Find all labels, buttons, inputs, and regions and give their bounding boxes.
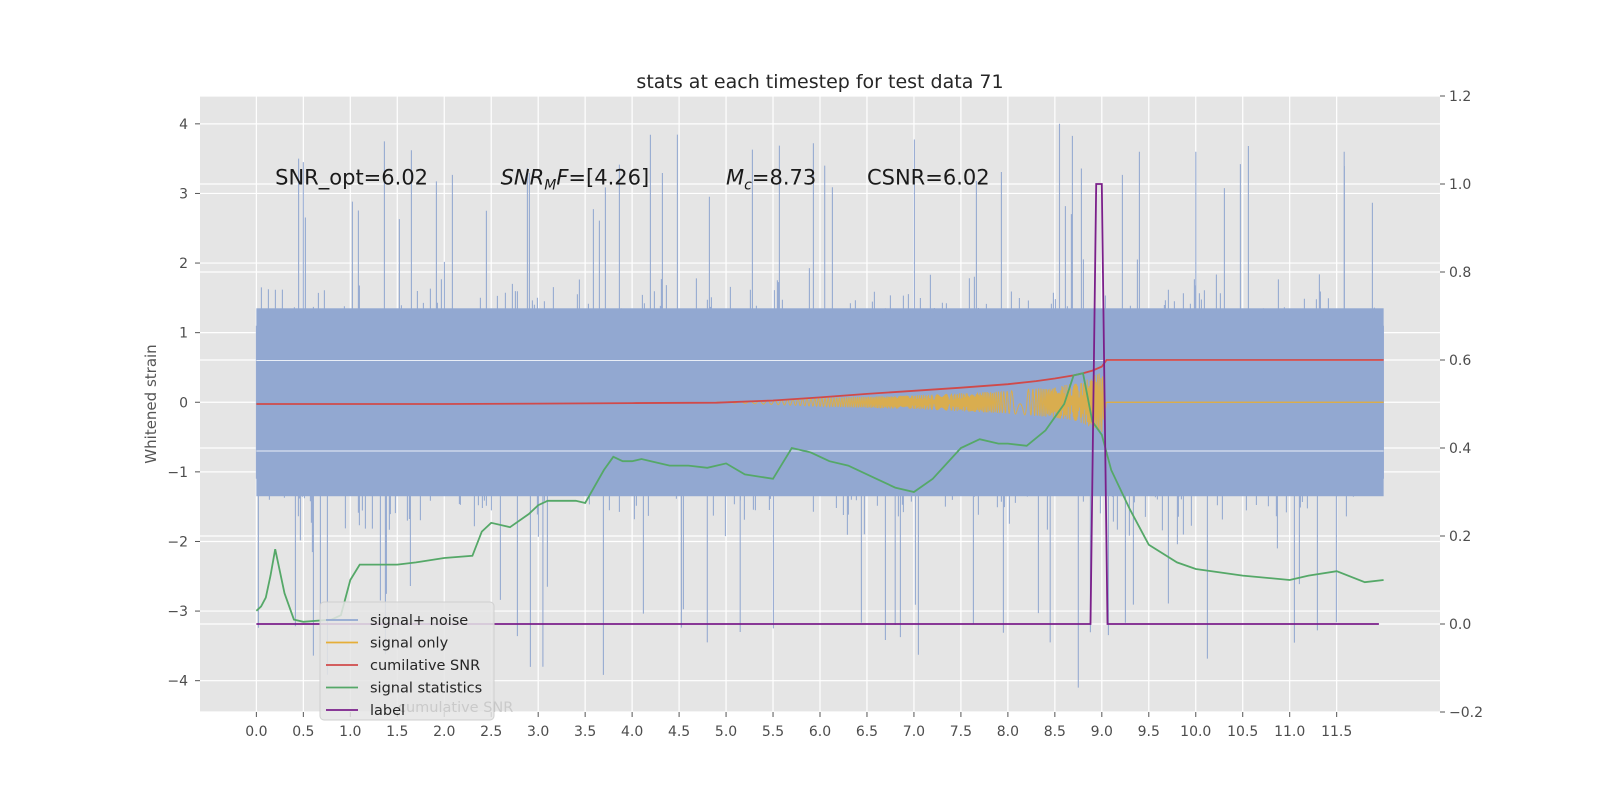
y-tick-label: 2 [179, 256, 188, 272]
x-tick-label: 3.5 [574, 724, 596, 740]
x-tick-label: 7.5 [950, 724, 972, 740]
x-tick-label: 0.0 [245, 724, 267, 740]
x-tick-label: 1.5 [386, 724, 408, 740]
legend-entry: cumilative SNR [370, 658, 480, 674]
series-lines [255, 183, 1384, 625]
y-tick-label: 4 [179, 117, 188, 133]
y2-tick-label: 0.6 [1449, 353, 1471, 369]
y2-tick-label: −0.2 [1449, 705, 1483, 721]
x-tick-label: 9.5 [1138, 724, 1160, 740]
y-tick-label: 1 [179, 326, 188, 342]
annotation-0: SNR_opt=6.02 [275, 165, 428, 190]
legend-entry: signal only [370, 636, 449, 652]
series-cumilative-snr-line [256, 359, 1384, 405]
y-tick-label: −2 [167, 534, 188, 550]
y2-tick-label: 1.0 [1449, 177, 1471, 193]
annotation-2: Mc=8.73 [726, 165, 816, 193]
chart-title: stats at each timestep for test data 71 [636, 71, 1003, 93]
x-tick-label: 9.0 [1091, 724, 1113, 740]
x-tick-label: 4.5 [668, 724, 690, 740]
y-tick-label: −4 [167, 674, 188, 690]
annotation-3: CSNR=6.02 [867, 165, 990, 189]
y2-tick-label: 0.8 [1449, 265, 1471, 281]
y-tick-label: 0 [179, 395, 188, 411]
legend: cumulative SNR signal+ noise signal only cu… [319, 601, 513, 721]
x-tick-label: 8.0 [997, 724, 1019, 740]
series-signal-statistics-line [255, 372, 1384, 623]
legend-box [319, 601, 495, 721]
legend-entry: label [370, 703, 405, 719]
x-tick-label: 8.5 [1044, 724, 1066, 740]
x-tick-label: 10.5 [1227, 724, 1258, 740]
series-label-line [256, 183, 1379, 625]
annotations: SNR_opt=6.02 SNRMF=[4.26] Mc=8.73 CSNR=6.02 [275, 165, 989, 193]
legend-entry: signal+ noise [370, 613, 468, 629]
x-tick-label: 0.5 [292, 724, 314, 740]
y-tick-label: −3 [167, 604, 188, 620]
y-axis-label: Whitened strain [142, 344, 160, 463]
x-tick-label: 5.5 [762, 724, 784, 740]
y2-tick-label: 1.2 [1449, 89, 1471, 105]
x-tick-label: 4.0 [621, 724, 643, 740]
y-tick-label: −1 [167, 465, 188, 481]
x-tick-label: 6.5 [856, 724, 878, 740]
legend-entry: signal statistics [370, 681, 482, 697]
x-tick-label: 2.0 [433, 724, 455, 740]
x-tick-label: 6.0 [809, 724, 831, 740]
legend-hidden-text: cumulative SNR [398, 700, 513, 716]
y-tick-label: 3 [179, 186, 188, 202]
annotation-1: SNRMF=[4.26] [501, 165, 650, 193]
axes: 0.0 0.5 1.0 1.5 2.0 2.5 3.0 3.5 4.0 4.5 5.0 5.5 6.0 6… [167, 89, 1483, 740]
x-tick-label: 7.0 [903, 724, 925, 740]
x-tick-label: 5.0 [715, 724, 737, 740]
x-tick-label: 1.0 [339, 724, 361, 740]
y2-tick-label: 0.2 [1449, 529, 1471, 545]
x-tick-label: 11.0 [1274, 724, 1305, 740]
x-tick-label: 3.0 [527, 724, 549, 740]
y2-tick-label: 0.0 [1449, 617, 1471, 633]
x-tick-label: 11.5 [1321, 724, 1352, 740]
y2-tick-label: 0.4 [1449, 441, 1471, 457]
x-tick-label: 2.5 [480, 724, 502, 740]
x-tick-label: 10.0 [1180, 724, 1211, 740]
